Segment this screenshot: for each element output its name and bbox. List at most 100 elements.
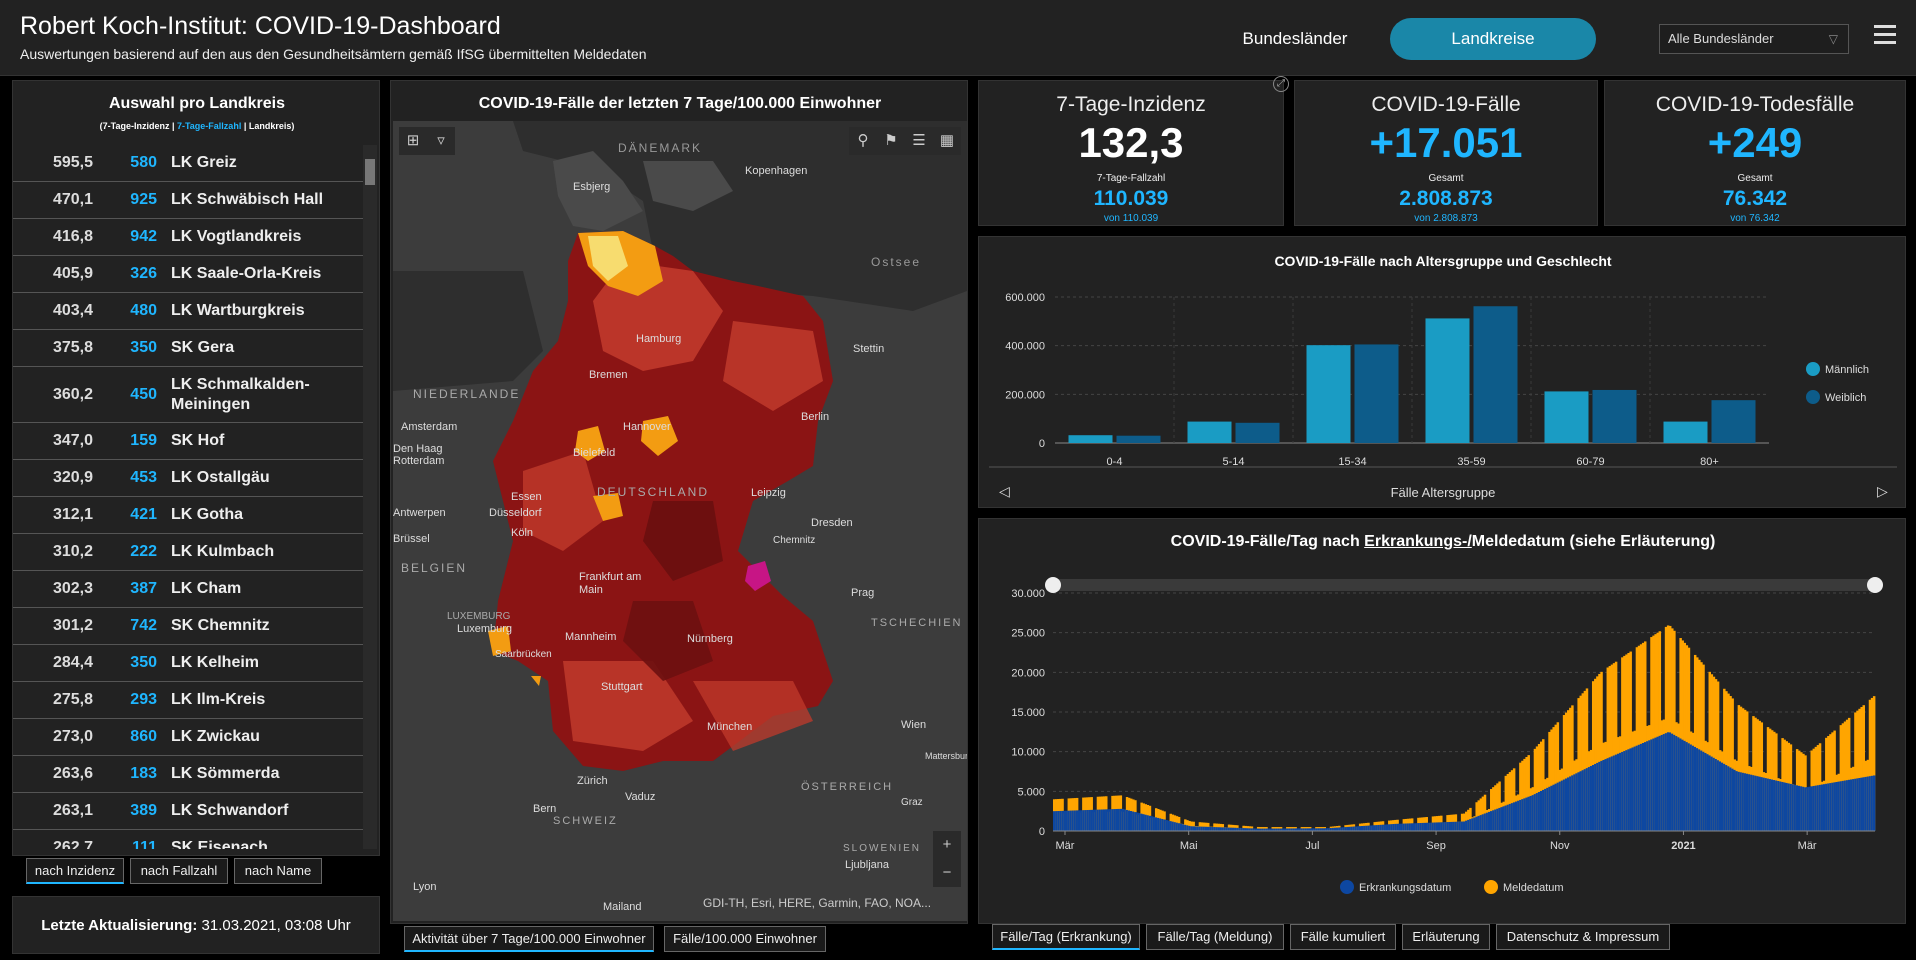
bar-meldedatum: [1712, 676, 1716, 831]
map-dropdown-icon[interactable]: ▿: [427, 127, 455, 155]
map-legend-icon[interactable]: ☰: [905, 127, 933, 155]
district-row[interactable]: 470,1 925 LK Schwäbisch Hall: [13, 182, 363, 219]
y-tick-label: 600.000: [1005, 292, 1045, 304]
bar-erkrankungsdatum: [1308, 828, 1312, 831]
district-row[interactable]: 405,9 326 LK Saale-Orla-Kreis: [13, 256, 363, 293]
map-label-frankfurt: Frankfurt am Main: [579, 571, 642, 596]
map-bookmark-icon[interactable]: ⚑: [877, 127, 905, 155]
bar-erkrankungsdatum: [1319, 828, 1322, 831]
bar-erkrankungsdatum: [1583, 769, 1587, 831]
bar-erkrankungsdatum: [1159, 818, 1162, 831]
tab-faelle-kumuliert[interactable]: Fälle kumuliert: [1290, 924, 1396, 950]
tab-erlaeuterung[interactable]: Erläuterung: [1402, 924, 1490, 950]
bar-erkrankungsdatum: [1369, 825, 1372, 831]
fullscreen-icon[interactable]: ⤢: [1273, 76, 1289, 92]
bar-erkrankungsdatum: [1067, 810, 1071, 831]
range-slider-handle-right: [1867, 577, 1883, 593]
tab-nach-name[interactable]: nach Name: [234, 858, 322, 884]
bar-erkrankungsdatum: [1550, 785, 1553, 831]
kpi-title: 7-Tage-Inzidenz: [1056, 93, 1206, 116]
map-canvas[interactable]: ⊞ ▿ ⚲ ⚑ ☰ ▦ + − DÄNEMARK Kopenhagen Esbj…: [393, 121, 967, 921]
map-search-icon[interactable]: ⚲: [849, 127, 877, 155]
bar-erkrankungsdatum: [1100, 809, 1104, 831]
bar-erkrankungsdatum: [1435, 822, 1439, 831]
bar-erkrankungsdatum: [1431, 822, 1435, 831]
germany-map[interactable]: [393, 121, 967, 921]
bar-erkrankungsdatum: [1371, 825, 1374, 831]
bar-meldedatum: [1702, 664, 1705, 831]
bar-erkrankungsdatum: [1186, 825, 1189, 831]
bar-erkrankungsdatum: [1350, 826, 1354, 831]
bar-erkrankungsdatum: [1483, 813, 1487, 831]
nav-landkreise-button[interactable]: Landkreise: [1390, 18, 1596, 60]
map-label-den-haag: Den Haag: [393, 443, 443, 455]
district-row[interactable]: 275,8 293 LK Ilm-Kreis: [13, 682, 363, 719]
x-tick-label: 0-4: [1107, 456, 1123, 468]
district-row[interactable]: 403,4 480 LK Wartburgkreis: [13, 293, 363, 330]
bar-meldedatum: [1627, 653, 1630, 831]
map-basemap-icon[interactable]: ⊞: [399, 127, 427, 155]
tab-faelle-tag-meldung[interactable]: Fälle/Tag (Meldung): [1146, 924, 1284, 950]
legend-swatch-weiblich: [1806, 390, 1820, 404]
bar-erkrankungsdatum: [1671, 733, 1674, 831]
bar-meldedatum: [1512, 768, 1516, 831]
bar-erkrankungsdatum: [1448, 821, 1451, 831]
district-row[interactable]: 347,0 159 SK Hof: [13, 423, 363, 460]
scrollbar-thumb[interactable]: [365, 159, 375, 185]
bar-erkrankungsdatum: [1154, 817, 1158, 831]
zoom-out-button[interactable]: −: [933, 859, 961, 887]
bar-meldedatum: [1548, 731, 1551, 831]
district-row[interactable]: 375,8 350 SK Gera: [13, 330, 363, 367]
district-row[interactable]: 273,0 860 LK Zwickau: [13, 719, 363, 756]
district-list[interactable]: 595,5 580 LK Greiz 470,1 925 LK Schwäbisch Ha…: [13, 145, 363, 849]
district-row[interactable]: 263,1 389 LK Schwandorf: [13, 793, 363, 830]
bar-erkrankungsdatum: [1598, 761, 1601, 831]
row-district-name: LK Kelheim: [171, 654, 260, 671]
district-row[interactable]: 312,1 421 LK Gotha: [13, 497, 363, 534]
bar-erkrankungsdatum: [1071, 810, 1075, 831]
map-layers-icon[interactable]: ▦: [933, 127, 961, 155]
zoom-in-button[interactable]: +: [933, 831, 961, 859]
tab-nach-fallzahl[interactable]: nach Fallzahl: [130, 858, 228, 884]
list-scrollbar[interactable]: [363, 145, 377, 849]
bar-erkrankungsdatum: [1227, 827, 1231, 831]
chevron-right-icon[interactable]: ▷: [1877, 483, 1888, 499]
district-row[interactable]: 302,3 387 LK Cham: [13, 571, 363, 608]
bar-meldedatum: [1741, 708, 1745, 831]
y-tick-label: 30.000: [1011, 588, 1045, 600]
district-row[interactable]: 301,2 742 SK Chemnitz: [13, 608, 363, 645]
bar-meldedatum: [1577, 698, 1580, 831]
row-district-name: SK Gera: [171, 339, 235, 356]
bar-erkrankungsdatum: [1102, 809, 1106, 831]
region-select[interactable]: Alle Bundesländer ▽: [1659, 24, 1849, 54]
hamburger-menu-icon[interactable]: [1874, 25, 1896, 45]
title-part-underlined[interactable]: Erkrankungs-/: [1364, 533, 1472, 550]
bar-meldedatum: [1752, 716, 1755, 831]
district-row[interactable]: 263,6 183 LK Sömmerda: [13, 756, 363, 793]
tab-datenschutz-impressum[interactable]: Datenschutz & Impressum: [1496, 924, 1670, 950]
tab-faelle-100000[interactable]: Fälle/100.000 Einwohner: [664, 926, 826, 952]
district-row[interactable]: 262,7 111 SK Eisenach: [13, 830, 363, 849]
district-row[interactable]: 360,2 450 LK Schmalkalden-Meiningen: [13, 367, 363, 423]
bar-erkrankungsdatum: [1822, 784, 1826, 831]
map-label-graz: Graz: [901, 797, 923, 808]
tab-aktivitaet-7-tage[interactable]: Aktivität über 7 Tage/100.000 Einwohner: [404, 926, 654, 952]
tab-faelle-tag-erkrankung[interactable]: Fälle/Tag (Erkrankung): [992, 924, 1140, 950]
row-incidence: 302,3: [52, 580, 93, 597]
row-case-count: 387: [130, 580, 157, 597]
row-case-count: 389: [130, 802, 157, 819]
map-label-saarbruecken: Saarbrücken: [495, 649, 552, 660]
bar-erkrankungsdatum: [1427, 822, 1431, 831]
nav-bundeslaender-button[interactable]: Bundesländer: [1242, 29, 1348, 48]
bar-erkrankungsdatum: [1167, 820, 1170, 831]
district-row[interactable]: 320,9 453 LK Ostallgäu: [13, 460, 363, 497]
chevron-left-icon[interactable]: ◁: [999, 483, 1010, 499]
bar-erkrankungsdatum: [1261, 828, 1264, 831]
district-row[interactable]: 284,4 350 LK Kelheim: [13, 645, 363, 682]
row-incidence: 275,8: [52, 691, 93, 708]
district-row[interactable]: 310,2 222 LK Kulmbach: [13, 534, 363, 571]
tab-nach-inzidenz[interactable]: nach Inzidenz: [26, 858, 124, 884]
district-row[interactable]: 416,8 942 LK Vogtlandkreis: [13, 219, 363, 256]
district-row[interactable]: 595,5 580 LK Greiz: [13, 145, 363, 182]
bar-erkrankungsdatum: [1835, 781, 1838, 831]
